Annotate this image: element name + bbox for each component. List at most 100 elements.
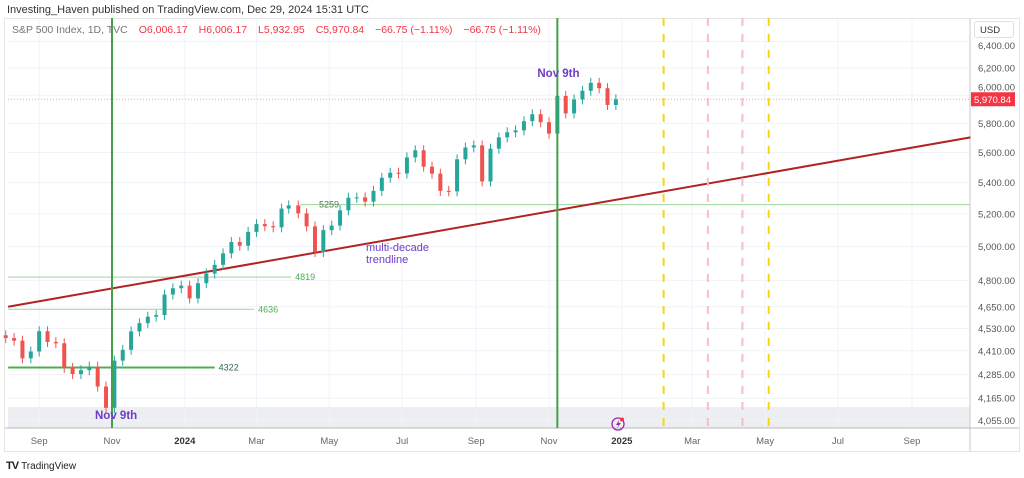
y-tick-label: 5,600.00	[978, 148, 1015, 159]
level-label: 4819	[295, 272, 315, 282]
candle-body	[120, 349, 125, 361]
vertical-marker-label: Nov 9th	[537, 68, 579, 80]
x-tick-label: Nov	[104, 436, 121, 447]
candle-body	[12, 338, 17, 341]
candle-body	[170, 288, 175, 295]
candle-body	[421, 150, 426, 167]
candle-body	[154, 315, 159, 317]
candle-body	[95, 366, 100, 387]
x-tick-label: 2025	[611, 436, 633, 447]
candle-body	[28, 351, 33, 359]
candle-body	[254, 224, 259, 232]
ohlc-legend: S&P 500 Index, 1D, TVC O6,006.17 H6,006.…	[12, 24, 541, 36]
trendline-label-2: trendline	[366, 254, 408, 266]
candle-body	[296, 205, 301, 214]
candle-body	[212, 264, 217, 274]
level-label: 4636	[258, 304, 278, 314]
tradingview-logo[interactable]: TV TradingView	[6, 460, 76, 472]
trendline	[7, 136, 971, 308]
candle-body	[162, 294, 167, 316]
candle-body	[563, 95, 568, 114]
candle-body	[78, 370, 83, 375]
trendline-label: multi-decade	[366, 242, 429, 254]
candle-body	[262, 224, 267, 227]
symbol-label[interactable]: S&P 500 Index, 1D, TVC	[12, 24, 128, 36]
candle-body	[346, 197, 351, 211]
candle-body	[513, 130, 518, 133]
candle-body	[271, 226, 276, 228]
currency-button[interactable]: USD	[974, 21, 1014, 38]
last-price-tag	[971, 92, 1015, 107]
x-tick-label: Nov	[541, 436, 558, 447]
candle-body	[413, 150, 418, 158]
candle-body	[404, 157, 409, 174]
candle-body	[371, 190, 376, 202]
y-tick-label: 4,530.00	[978, 324, 1015, 335]
x-tick-label: Sep	[468, 436, 485, 447]
candle-body	[137, 323, 142, 332]
candle-body	[229, 242, 234, 254]
change-value-2: −66.75 (−1.11%)	[463, 24, 541, 36]
high-value: H6,006.17	[198, 24, 248, 36]
candle-body	[45, 331, 50, 342]
x-tick-label: Sep	[904, 436, 921, 447]
x-tick-label: Mar	[684, 436, 700, 447]
level-label: 4322	[219, 362, 239, 372]
candle-body	[3, 335, 8, 339]
x-tick-label: 2024	[174, 436, 196, 447]
y-tick-label: 4,800.00	[978, 276, 1015, 287]
y-tick-label: 6,200.00	[978, 64, 1015, 75]
candle-body	[321, 230, 326, 253]
candle-body	[463, 147, 468, 160]
y-tick-label: 6,000.00	[978, 82, 1015, 93]
candle-body	[104, 386, 109, 408]
tv-logo-icon: TV	[6, 460, 19, 472]
y-tick-label: 5,400.00	[978, 178, 1015, 189]
candle-body	[613, 99, 618, 105]
x-tick-label: May	[320, 436, 338, 447]
candle-body	[580, 90, 585, 100]
y-tick-label: 5,800.00	[978, 119, 1015, 130]
lightning-bolt-icon	[616, 420, 621, 428]
candle-body	[438, 173, 443, 191]
candle-body	[37, 331, 42, 352]
candle-body	[279, 208, 284, 228]
candle-body	[363, 197, 368, 202]
candle-body	[530, 114, 535, 122]
candle-body	[187, 285, 192, 299]
candle-body	[145, 316, 150, 324]
candle-body	[286, 205, 291, 209]
change-value: −66.75 (−1.11%)	[375, 24, 453, 36]
candle-body	[379, 177, 384, 191]
candle-body	[87, 366, 92, 371]
candle-body	[496, 137, 501, 149]
candle-body	[547, 122, 552, 134]
candle-body	[312, 226, 317, 253]
candle-body	[329, 225, 334, 231]
y-tick-label: 6,400.00	[978, 41, 1015, 52]
y-tick-label: 5,200.00	[978, 209, 1015, 220]
candle-body	[354, 197, 359, 199]
x-tick-label: Mar	[248, 436, 264, 447]
candle-body	[538, 114, 543, 123]
x-tick-label: Jul	[832, 436, 844, 447]
bottom-band	[8, 407, 970, 428]
x-tick-label: May	[756, 436, 774, 447]
candle-body	[195, 283, 200, 299]
candle-body	[597, 82, 602, 89]
candle-body	[396, 172, 401, 174]
candle-body	[129, 331, 134, 350]
y-tick-label: 4,055.00	[978, 416, 1015, 427]
candle-body	[338, 210, 343, 226]
tv-logo-text: TradingView	[21, 460, 77, 472]
candle-body	[505, 132, 510, 138]
candle-body	[304, 213, 309, 227]
vertical-marker-label: Nov 9th	[95, 410, 137, 422]
candle-body	[221, 253, 226, 265]
y-tick-label: 4,410.00	[978, 346, 1015, 357]
notification-dot-icon	[620, 417, 624, 422]
candle-body	[388, 172, 393, 178]
candle-body	[488, 148, 493, 182]
candle-body	[204, 273, 209, 284]
